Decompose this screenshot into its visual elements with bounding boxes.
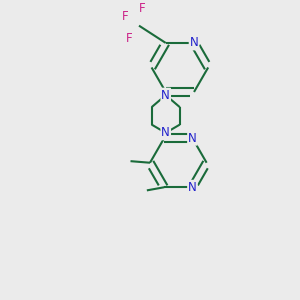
Text: N: N xyxy=(161,126,170,140)
Text: N: N xyxy=(190,36,198,50)
Text: N: N xyxy=(161,88,170,102)
Text: F: F xyxy=(126,32,133,45)
Text: N: N xyxy=(188,132,197,145)
Text: N: N xyxy=(188,181,197,194)
Text: F: F xyxy=(122,10,128,23)
Text: F: F xyxy=(139,2,146,15)
